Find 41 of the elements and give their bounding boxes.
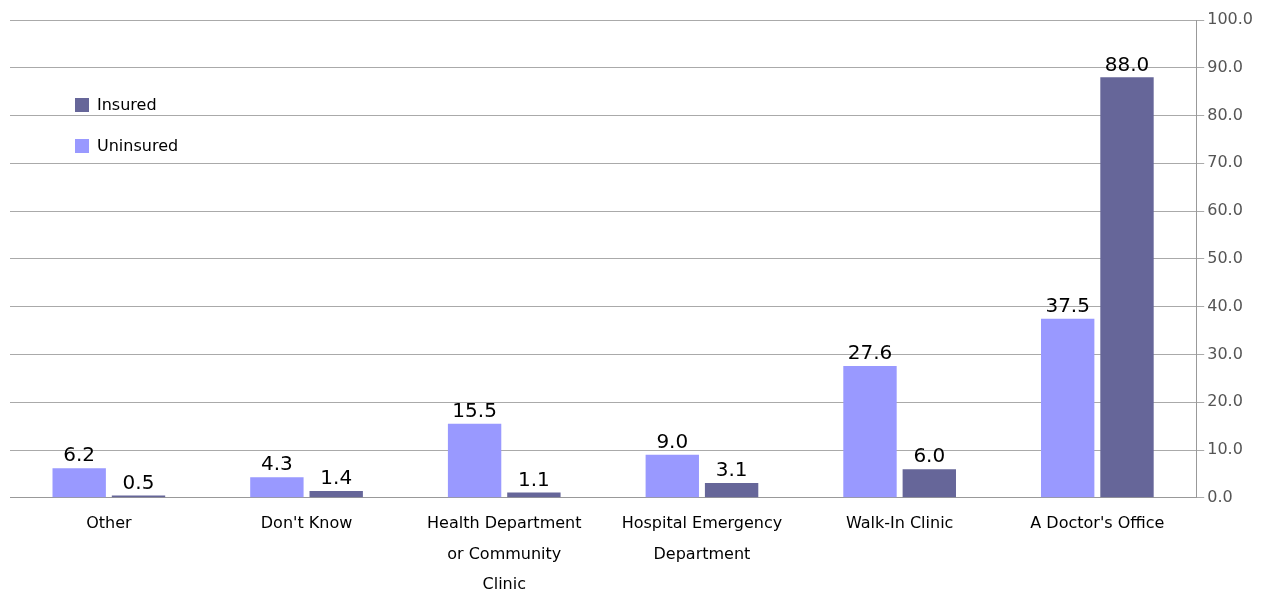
data-label: 1.1 [518, 466, 550, 491]
data-label: 15.5 [452, 397, 497, 422]
y-tick-label: 10.0 [1207, 439, 1243, 459]
data-label: 4.3 [260, 451, 293, 476]
data-label: 37.5 [1045, 292, 1090, 317]
bar [902, 469, 956, 498]
bar [447, 423, 502, 498]
data-label: 88.0 [1104, 51, 1150, 76]
data-label: 6.2 [63, 442, 96, 467]
x-tick-label: Walk-In Clinic [845, 513, 954, 533]
legend-label: Insured [97, 95, 157, 114]
data-label: 3.1 [715, 457, 748, 482]
bar [645, 454, 699, 498]
data-label: 0.5 [122, 469, 155, 494]
x-tick-label: Health Department or Community Clinic [427, 513, 582, 593]
y-tick-label: 0.0 [1207, 486, 1233, 506]
bar [704, 482, 759, 498]
bar [1100, 77, 1154, 498]
y-tick-label: 50.0 [1207, 248, 1243, 268]
data-label: 6.0 [913, 443, 946, 468]
bar [843, 365, 897, 498]
y-tick-label: 90.0 [1207, 56, 1243, 76]
bar [250, 477, 304, 498]
x-tick-label: Hospital Emergency Department [621, 513, 783, 563]
x-tick-label: Other [86, 513, 132, 533]
bar [309, 491, 363, 498]
bar [52, 468, 106, 498]
x-tick-label: A Doctor's Office [1030, 513, 1165, 533]
y-tick-label: 40.0 [1207, 295, 1243, 315]
x-tick-label: Don't Know [260, 513, 353, 533]
y-tick-label: 100.0 [1207, 9, 1254, 29]
data-label: 9.0 [656, 429, 689, 453]
y-tick-label: 60.0 [1207, 200, 1243, 220]
legend-label: Uninsured [97, 136, 179, 155]
bar [1041, 318, 1095, 498]
y-tick-label: 80.0 [1207, 104, 1243, 124]
y-tick-label: 30.0 [1207, 343, 1243, 363]
y-tick-label: 70.0 [1207, 152, 1243, 172]
data-label: 27.6 [847, 340, 893, 365]
data-label: 1.4 [320, 465, 353, 490]
y-tick-label: 20.0 [1207, 391, 1243, 411]
